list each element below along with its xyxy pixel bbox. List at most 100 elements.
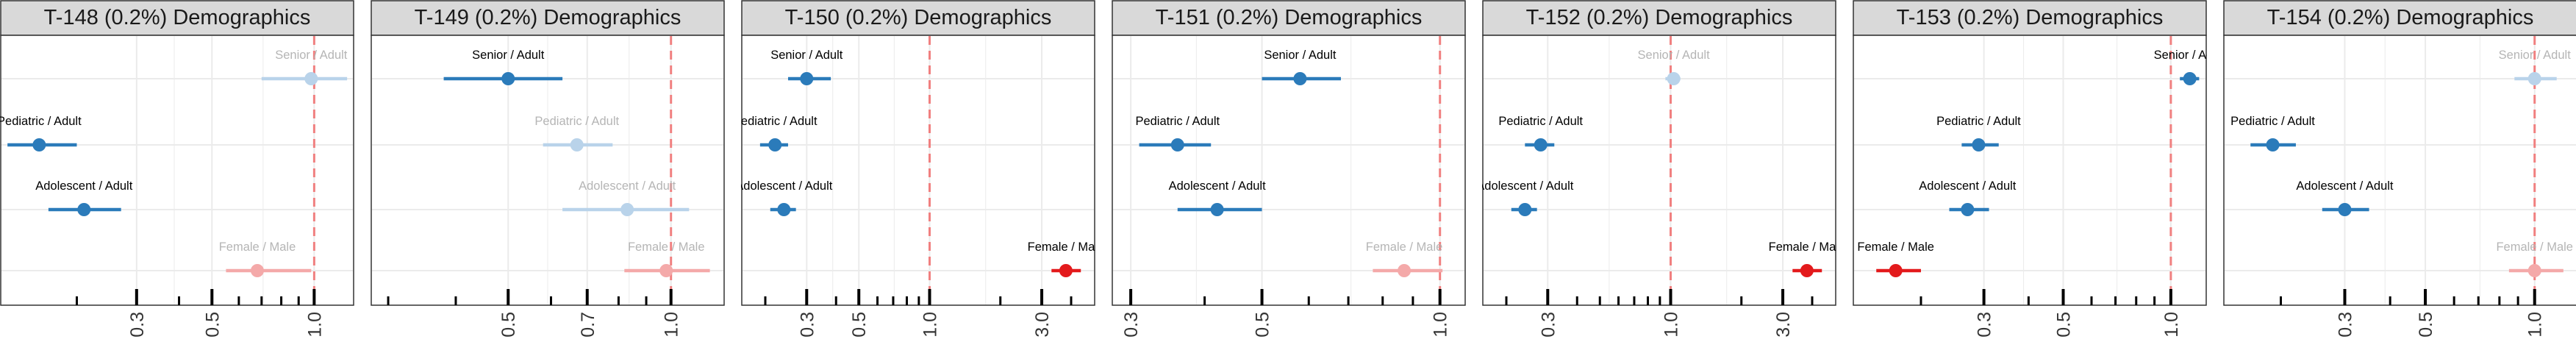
forest-panel: T-149 (0.2%) Demographics Senior / Adult P… — [371, 0, 725, 353]
estimate-point — [1398, 264, 1412, 277]
estimate-point — [570, 138, 584, 151]
tick-label: 1.0 — [1431, 312, 1451, 338]
panel-title: T-149 (0.2%) Demographics — [415, 6, 681, 29]
estimate-point — [1534, 138, 1548, 151]
tick-label: 1.0 — [2161, 312, 2182, 338]
estimate-row: Female / Male — [219, 240, 312, 277]
row-label: Senior / Adult — [472, 49, 545, 62]
forest-panel: T-153 (0.2%) Demographics Senior / Adult P… — [1853, 0, 2207, 353]
estimate-row: Pediatric / Adult — [1936, 115, 2021, 151]
estimate-row: Pediatric / Adult — [0, 115, 82, 151]
tick-label: 1.0 — [1661, 312, 1681, 338]
estimate-row: Pediatric / Adult — [1135, 115, 1220, 151]
estimate-row: Adolescent / Adult — [35, 179, 133, 216]
forest-panel-svg: T-148 (0.2%) Demographics Senior / Adult P… — [0, 0, 354, 338]
tick-label: 0.5 — [2416, 312, 2436, 338]
tick-label: 0.7 — [578, 312, 598, 338]
forest-panel-svg: T-149 (0.2%) Demographics Senior / Adult P… — [371, 0, 725, 338]
panel-strip — [0, 0, 354, 36]
forest-panel: T-154 (0.2%) Demographics Senior / Adult P… — [2223, 0, 2576, 353]
forest-panel-svg: T-154 (0.2%) Demographics Senior / Adult P… — [2223, 0, 2576, 338]
row-label: Adolescent / Adult — [1482, 179, 1574, 193]
estimate-point — [2527, 72, 2541, 85]
row-label: Senior / Adult — [275, 49, 348, 62]
estimate-row: Pediatric / Adult — [2230, 115, 2315, 151]
forest-panel-svg: T-150 (0.2%) Demographics Senior / Adult P… — [741, 0, 1095, 338]
forest-panel: T-151 (0.2%) Demographics Senior / Adult P… — [1112, 0, 1466, 353]
plot-frame — [1482, 35, 1836, 306]
estimate-point — [250, 264, 264, 277]
tick-label: 1.0 — [662, 312, 682, 338]
estimate-point — [77, 203, 91, 216]
estimate-point — [1170, 138, 1184, 151]
row-label: Senior / Adult — [2499, 49, 2572, 62]
estimate-point — [1293, 72, 1307, 85]
row-label: Adolescent / Adult — [579, 179, 676, 193]
estimate-point — [1889, 264, 1903, 277]
panel-title: T-154 (0.2%) Demographics — [2267, 6, 2534, 29]
panel-title: T-151 (0.2%) Demographics — [1156, 6, 1423, 29]
estimate-point — [800, 72, 814, 85]
tick-label: 0.3 — [1538, 312, 1559, 338]
estimate-row: Senior / Adult — [2499, 49, 2572, 85]
row-label: Senior / Adult — [1264, 49, 1337, 62]
forest-panel: T-152 (0.2%) Demographics Senior / Adult P… — [1482, 0, 1836, 353]
estimate-row: Adolescent / Adult — [1482, 179, 1574, 216]
tick-label: 1.0 — [304, 312, 325, 338]
estimate-row: Female / Male — [1028, 240, 1095, 277]
row-label: Female / Male — [1366, 240, 1443, 254]
tick-label: 3.0 — [1773, 312, 1794, 338]
row-label: Pediatric / Adult — [1936, 115, 2021, 128]
estimate-point — [1972, 138, 1986, 151]
estimate-row: Adolescent / Adult — [741, 179, 833, 216]
tick-label: 0.3 — [797, 312, 817, 338]
panel-strip — [741, 0, 1095, 36]
estimate-row: Adolescent / Adult — [1919, 179, 2017, 216]
estimate-row: Adolescent / Adult — [2296, 179, 2394, 216]
forest-panel-svg: T-152 (0.2%) Demographics Senior / Adult P… — [1482, 0, 1836, 338]
tick-label: 1.0 — [920, 312, 940, 338]
estimate-point — [659, 264, 673, 277]
tick-label: 0.5 — [849, 312, 870, 338]
estimate-point — [501, 72, 515, 85]
estimate-point — [1518, 203, 1532, 216]
estimate-point — [1961, 203, 1975, 216]
estimate-point — [768, 138, 782, 151]
tick-label: 0.5 — [498, 312, 519, 338]
estimate-row: Pediatric / Adult — [534, 115, 619, 151]
tick-label: 0.3 — [1975, 312, 1995, 338]
estimate-row: Female / Male — [1366, 240, 1443, 277]
row-label: Senior / Adult — [1638, 49, 1711, 62]
row-label: Female / Male — [628, 240, 705, 254]
forest-panel-svg: T-151 (0.2%) Demographics Senior / Adult P… — [1112, 0, 1466, 338]
plot-frame — [1853, 35, 2207, 306]
tick-label: 3.0 — [1032, 312, 1053, 338]
estimate-row: Adolescent / Adult — [1169, 179, 1266, 216]
row-label: Female / Male — [219, 240, 296, 254]
forest-panel: T-150 (0.2%) Demographics Senior / Adult P… — [741, 0, 1095, 353]
tick-label: 1.0 — [2525, 312, 2546, 338]
row-label: Pediatric / Adult — [1498, 115, 1583, 128]
tick-label: 0.5 — [2053, 312, 2074, 338]
estimate-row: Female / Male — [1857, 240, 1934, 277]
plot-frame — [0, 35, 354, 306]
row-label: Female / Male — [1028, 240, 1095, 254]
plot-frame — [2223, 35, 2576, 306]
row-label: Female / Male — [1857, 240, 1934, 254]
estimate-point — [304, 72, 318, 85]
row-label: Adolescent / Adult — [2296, 179, 2394, 193]
row-label: Pediatric / Adult — [0, 115, 82, 128]
row-label: Pediatric / Adult — [2230, 115, 2315, 128]
forest-panel-svg: T-153 (0.2%) Demographics Senior / Adult P… — [1853, 0, 2207, 338]
panel-title: T-148 (0.2%) Demographics — [44, 6, 311, 29]
plot-frame — [1112, 35, 1466, 306]
estimate-row: Female / Male — [2496, 240, 2573, 277]
tick-label: 0.5 — [1253, 312, 1273, 338]
row-label: Pediatric / Adult — [1135, 115, 1220, 128]
estimate-row: Female / Male — [1769, 240, 1836, 277]
estimate-point — [777, 203, 791, 216]
row-label: Female / Male — [1769, 240, 1836, 254]
panel-strip — [1482, 0, 1836, 36]
estimate-point — [1210, 203, 1224, 216]
estimate-point — [620, 203, 634, 216]
